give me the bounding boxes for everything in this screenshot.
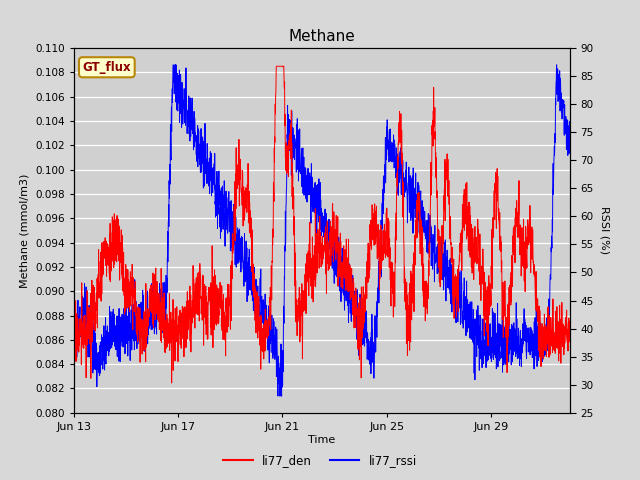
Y-axis label: RSSI (%): RSSI (%): [600, 206, 610, 254]
X-axis label: Time: Time: [308, 434, 335, 444]
Text: GT_flux: GT_flux: [83, 61, 131, 74]
Legend: li77_den, li77_rssi: li77_den, li77_rssi: [218, 449, 422, 472]
Y-axis label: Methane (mmol/m3): Methane (mmol/m3): [19, 173, 29, 288]
Title: Methane: Methane: [288, 29, 355, 44]
